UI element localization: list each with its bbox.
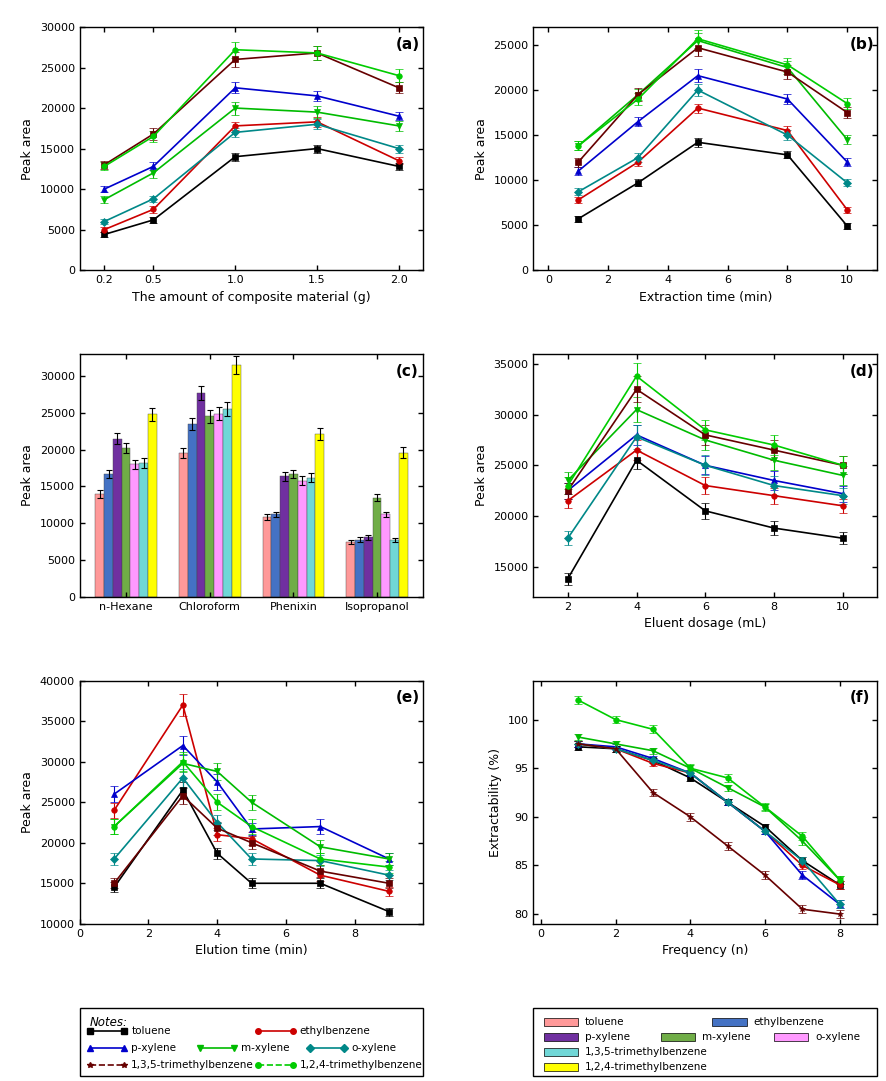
FancyBboxPatch shape [544, 1032, 578, 1041]
Text: 1,2,4-trimethylbenzene: 1,2,4-trimethylbenzene [299, 1060, 423, 1070]
Bar [223, 409, 232, 597]
FancyBboxPatch shape [774, 1032, 808, 1041]
Y-axis label: Peak area: Peak area [21, 444, 35, 506]
X-axis label: Extraction time (min): Extraction time (min) [639, 291, 772, 304]
FancyBboxPatch shape [544, 1017, 578, 1026]
Text: 1,3,5-trimethylbenzene: 1,3,5-trimethylbenzene [131, 1060, 254, 1070]
Bar [364, 537, 373, 597]
Bar [188, 424, 197, 597]
Bar [382, 515, 390, 597]
Text: o-xylene: o-xylene [351, 1043, 396, 1053]
Text: (b): (b) [850, 37, 874, 52]
Bar [399, 453, 408, 597]
Bar [232, 365, 240, 597]
Text: ethylbenzene: ethylbenzene [299, 1026, 370, 1037]
Bar [315, 435, 324, 597]
Bar [390, 540, 399, 597]
Bar [96, 494, 105, 597]
Bar [197, 392, 206, 597]
Y-axis label: Peak area: Peak area [475, 444, 488, 506]
Text: 1,2,4-trimethylbenzene: 1,2,4-trimethylbenzene [585, 1062, 708, 1071]
Bar [206, 416, 214, 597]
Bar [130, 465, 139, 597]
Bar [355, 539, 364, 597]
Bar [307, 478, 315, 597]
Y-axis label: Peak area: Peak area [21, 772, 35, 833]
Text: toluene: toluene [585, 1017, 625, 1027]
Bar [373, 497, 382, 597]
FancyBboxPatch shape [661, 1032, 695, 1041]
Text: p-xylene: p-xylene [585, 1031, 630, 1042]
X-axis label: The amount of composite material (g): The amount of composite material (g) [132, 291, 371, 304]
Y-axis label: Peak area: Peak area [21, 118, 35, 179]
Bar [113, 439, 121, 597]
Bar [271, 515, 280, 597]
Bar [105, 473, 113, 597]
Y-axis label: Peak area: Peak area [475, 118, 488, 179]
Bar [289, 473, 298, 597]
Bar [346, 542, 355, 597]
Bar [121, 449, 130, 597]
Text: (e): (e) [396, 691, 420, 706]
Y-axis label: Extractability (%): Extractability (%) [489, 748, 502, 857]
Bar [298, 481, 307, 597]
X-axis label: Elution time (min): Elution time (min) [195, 944, 308, 957]
Text: Notes:: Notes: [90, 1016, 128, 1029]
Text: (f): (f) [850, 691, 870, 706]
Text: m-xylene: m-xylene [702, 1031, 750, 1042]
Text: p-xylene: p-xylene [131, 1043, 176, 1053]
Text: ethylbenzene: ethylbenzene [753, 1017, 824, 1027]
Bar [214, 414, 223, 597]
Bar [262, 518, 271, 597]
Text: m-xylene: m-xylene [241, 1043, 290, 1053]
Text: 1,3,5-trimethylbenzene: 1,3,5-trimethylbenzene [585, 1046, 708, 1057]
FancyBboxPatch shape [544, 1047, 578, 1056]
FancyBboxPatch shape [544, 1063, 578, 1071]
Text: (c): (c) [396, 363, 419, 378]
X-axis label: Frequency (n): Frequency (n) [662, 944, 749, 957]
Text: toluene: toluene [131, 1026, 171, 1037]
Text: (a): (a) [396, 37, 420, 52]
Text: (d): (d) [850, 363, 874, 378]
X-axis label: Eluent dosage (mL): Eluent dosage (mL) [644, 617, 766, 630]
Text: o-xylene: o-xylene [815, 1031, 860, 1042]
Bar [280, 476, 289, 597]
Bar [179, 453, 188, 597]
FancyBboxPatch shape [712, 1017, 747, 1026]
Bar [139, 463, 148, 597]
Bar [148, 414, 157, 597]
